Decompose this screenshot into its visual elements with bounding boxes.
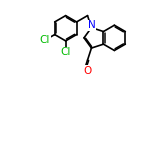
Text: O: O xyxy=(83,66,91,76)
Text: Cl: Cl xyxy=(60,47,71,57)
Text: Cl: Cl xyxy=(40,35,50,45)
Text: N: N xyxy=(88,20,95,30)
